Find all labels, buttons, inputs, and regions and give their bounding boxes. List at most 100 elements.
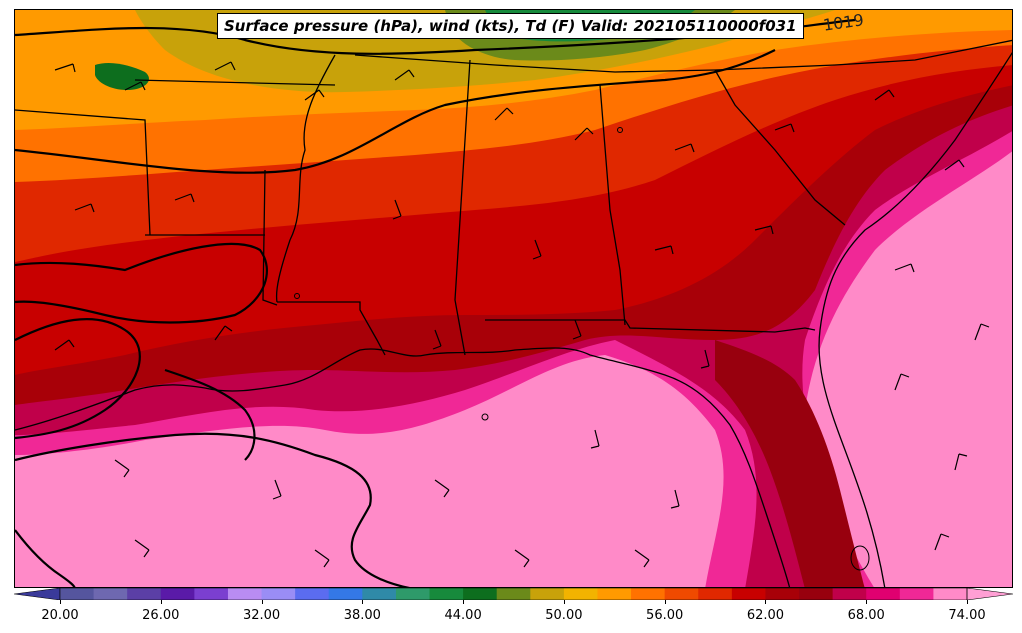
wind-barb [514,549,530,568]
wind-barb [304,89,325,101]
wind-barb [894,263,915,273]
colorbar-segment [194,588,229,600]
wind-barb [954,453,968,471]
wind-barb [494,107,514,121]
colorbar-tick-label: 44.00 [444,608,482,623]
border-mississippi-river [275,54,336,303]
wind-barb [74,203,95,213]
colorbar-segment [227,588,263,600]
colorbar-tick-label: 32.00 [242,608,281,623]
fill-42-nw [95,62,149,90]
colorbar-tick-label: 50.00 [545,608,583,623]
colorbar-segment [160,588,195,600]
wind-barb [54,63,76,73]
colorbar-ticks: 20.00 26.00 32.00 38.00 44.00 50.00 56.00 62.00… [0,600,1022,630]
wind-barb [674,143,695,153]
colorbar-tick-mark [362,600,364,604]
colorbar-tick-mark [664,600,666,604]
wind-barb [574,127,594,141]
border-tn-north [354,54,836,73]
wind-barb [432,329,442,350]
border-ar-mo [134,79,336,86]
colorbar-segment [395,588,431,600]
map-title: Surface pressure (hPa), wind (kts), Td (… [217,13,804,39]
wind-barb [894,373,910,391]
colorbar-segment [631,588,666,600]
wind-barb [934,533,950,551]
wind-barb [174,193,195,203]
border-la-ms [277,301,386,356]
colorbar-segment [597,588,632,600]
wind-barb [394,69,415,81]
wind-barb [634,549,650,568]
colorbar-extend-min [14,588,61,600]
colorbar-tick-label: 68.00 [847,608,885,623]
wind-barb [874,89,895,101]
wind-barb [590,429,600,449]
colorbar-segment [698,588,733,600]
colorbar-segment [93,588,128,600]
colorbar-tick-label: 20.00 [41,608,79,623]
lake [481,413,489,421]
wind-barb [124,81,146,91]
lake [617,127,623,133]
colorbar-segment [799,588,834,600]
colorbar-tick-label: 26.00 [142,608,180,623]
wind-barb [314,549,330,568]
colorbar-segment [463,588,498,600]
border-al-fl [485,319,776,333]
wind-barb [272,479,282,500]
isobar-loop-tx [15,242,268,324]
lake [294,293,300,299]
wind-barb [974,323,990,341]
colorbar-segment [933,588,968,600]
wind-barb [774,123,795,133]
wind-barb [532,239,542,260]
border-ga-fl [774,327,816,333]
colorbar-tick-mark [160,600,162,604]
gulf-coastline [15,347,791,587]
colorbar [14,588,1013,600]
isobars [15,18,856,587]
border-ok-tx [15,109,151,236]
colorbar-tick-mark [261,600,263,604]
colorbar-border [59,588,968,600]
colorbar-segment [664,588,699,600]
wind-barb [572,319,582,340]
colorbar-segment [765,588,800,600]
colorbar-segment [362,588,397,600]
isobar-gulf-inner [164,368,256,461]
fill-florida [715,340,865,587]
wind-barb [54,339,75,351]
wind-barb [114,459,130,478]
isobar-south-tx [15,318,141,440]
border-nc-tn [834,39,1012,66]
lakes [294,127,870,571]
colorbar-segment [832,588,867,600]
wind-barb [754,225,774,235]
colorbar-segment [866,588,901,600]
isobar-sw [15,529,76,587]
wind-barb [214,325,233,341]
colorbar-extend-max [966,588,1013,600]
colorbar-tick-label: 38.00 [343,608,381,623]
colorbar-segment [127,588,162,600]
colorbar-tick-mark [967,600,968,604]
isobar-gulf [15,432,411,587]
map-frame [14,9,1013,588]
colorbar-segment [328,588,363,600]
colorbar-tick-mark [765,600,767,604]
colorbar-segment [496,588,531,600]
colorbar-segment [60,588,95,600]
colorbar-segment [295,588,330,600]
isobar-central [15,49,776,174]
colorbar-tick-mark [866,600,868,604]
colorbar-segment [731,588,766,600]
border-tx-la [262,169,278,306]
wind-barb [134,539,150,558]
atlantic-coastline [818,51,1012,587]
wind-barb [654,245,674,255]
colorbar-tick-mark [463,600,465,604]
lake-okeechobee [850,545,870,571]
colorbar-tick-label: 62.00 [746,608,785,623]
